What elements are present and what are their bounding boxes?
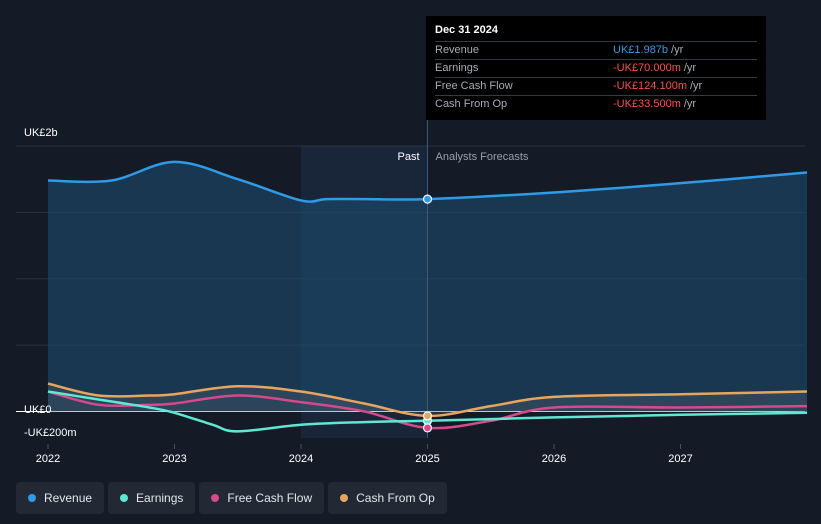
tooltip-row-label: Earnings: [435, 62, 479, 74]
legend-item-earnings[interactable]: Earnings: [108, 482, 196, 514]
x-tick-label: 2027: [668, 453, 692, 465]
legend-item-free-cash-flow[interactable]: Free Cash Flow: [199, 482, 325, 514]
x-tick-label: 2024: [289, 453, 313, 465]
tooltip-row-value: UK£1.987b: [613, 44, 669, 56]
x-tick-label: 2025: [415, 453, 439, 465]
tooltip-row-label: Cash From Op: [435, 98, 508, 110]
legend-label: Free Cash Flow: [227, 491, 313, 505]
x-tick-label: 2023: [162, 453, 186, 465]
past-label: Past: [397, 151, 419, 163]
tooltip-row-unit: /yr: [671, 44, 684, 56]
tooltip-row: Earnings -UK£70.000m/yr: [435, 59, 757, 77]
series-line-earnings: [47, 390, 808, 433]
legend-label: Earnings: [136, 491, 184, 505]
legend-label: Revenue: [44, 491, 93, 505]
legend-label: Cash From Op: [356, 491, 435, 505]
y-label-top: UK£2b: [24, 127, 58, 139]
tooltip-row: Free Cash Flow -UK£124.100m/yr: [435, 77, 757, 95]
tooltip-row-unit: /yr: [683, 62, 697, 74]
tooltip-rows: Revenue UK£1.987b/yr Earnings -UK£70.000m/y…: [435, 41, 757, 113]
marker-cash-from-op: [422, 411, 433, 421]
x-axis-ticks: 2022 2023 2024 2025 2026 2027: [36, 444, 693, 465]
tooltip-row-value: -UK£70.000m: [613, 62, 681, 74]
series-line-free-cash-flow: [47, 390, 808, 430]
series-line-revenue: [47, 160, 808, 203]
tooltip: Dec 31 2024 Revenue UK£1.987b/yr Earnings -…: [426, 16, 766, 120]
y-label-neg: -UK£200m: [24, 427, 77, 439]
forecast-label: Analysts Forecasts: [436, 151, 529, 163]
tooltip-row-value: -UK£124.100m: [613, 80, 687, 92]
tooltip-date: Dec 31 2024: [435, 24, 498, 36]
legend-item-revenue[interactable]: Revenue: [16, 482, 105, 514]
tooltip-row-label: Free Cash Flow: [435, 80, 513, 92]
series-lines: [47, 160, 808, 433]
legend: Revenue Earnings Free Cash Flow Cash From O…: [16, 482, 447, 514]
tooltip-row-value: -UK£33.500m: [613, 98, 681, 110]
legend-item-cash-from-op[interactable]: Cash From Op: [328, 482, 447, 514]
series-line-cash-from-op: [47, 382, 808, 418]
x-tick-label: 2022: [36, 453, 60, 465]
legend-dot-icon: [28, 494, 36, 502]
hover-markers: [422, 194, 433, 433]
tooltip-row: Cash From Op -UK£33.500m/yr: [435, 95, 757, 113]
legend-dot-icon: [340, 494, 349, 502]
marker-revenue: [422, 194, 433, 204]
legend-dot-icon: [120, 494, 129, 502]
x-tick-label: 2026: [542, 453, 566, 465]
tooltip-row-label: Revenue: [435, 44, 480, 56]
tooltip-row-unit: /yr: [683, 98, 697, 110]
tooltip-row: Revenue UK£1.987b/yr: [435, 41, 757, 59]
y-label-zero: UK£0: [24, 404, 52, 416]
marker-free-cash-flow: [422, 423, 433, 433]
tooltip-row-unit: /yr: [690, 80, 703, 92]
legend-dot-icon: [211, 494, 220, 502]
